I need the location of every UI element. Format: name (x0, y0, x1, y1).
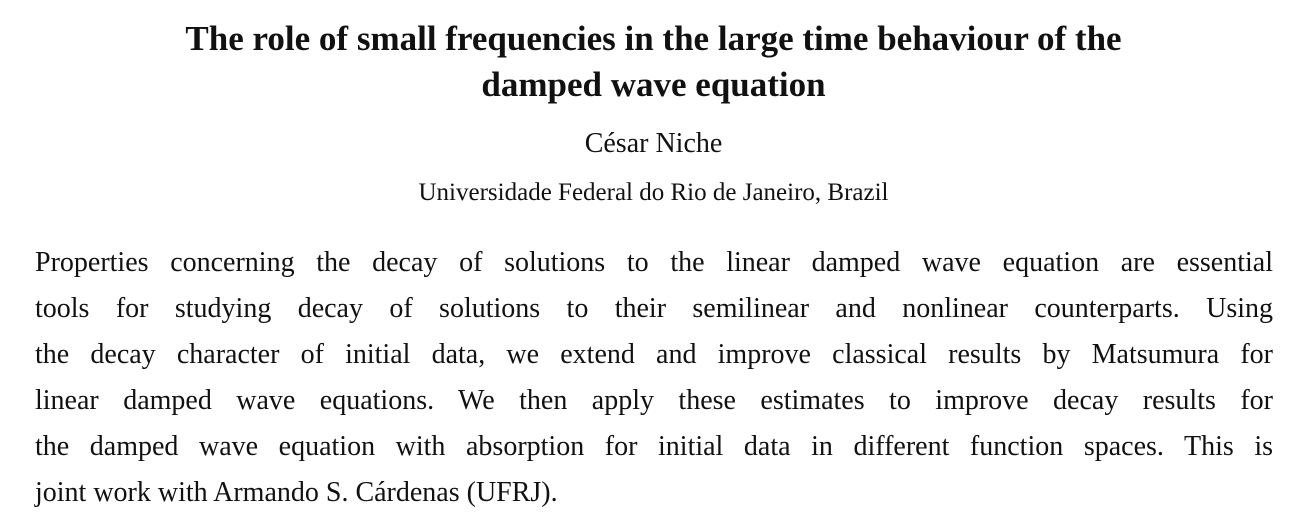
affiliation: Universidade Federal do Rio de Janeiro, … (418, 179, 889, 206)
abstract-line: joint work with Armando S. Cárdenas (UFR… (35, 477, 558, 508)
title-line: damped wave equation (481, 65, 826, 104)
abstract-line: Properties concerning the decay of solut… (35, 247, 1273, 278)
abstract-line: tools for studying decay of solutions to… (35, 293, 1273, 324)
author: César Niche (584, 128, 723, 159)
title: The role of small frequencies in the lar… (0, 16, 1307, 108)
abstract: Properties concerning the decay of solut… (35, 240, 1273, 516)
abstract-line: linear damped wave equations. We then ap… (35, 385, 1273, 416)
abstract-line: the decay character of initial data, we … (35, 339, 1273, 370)
title-line: The role of small frequencies in the lar… (185, 19, 1122, 58)
abstract-line: the damped wave equation with absorption… (35, 431, 1273, 462)
